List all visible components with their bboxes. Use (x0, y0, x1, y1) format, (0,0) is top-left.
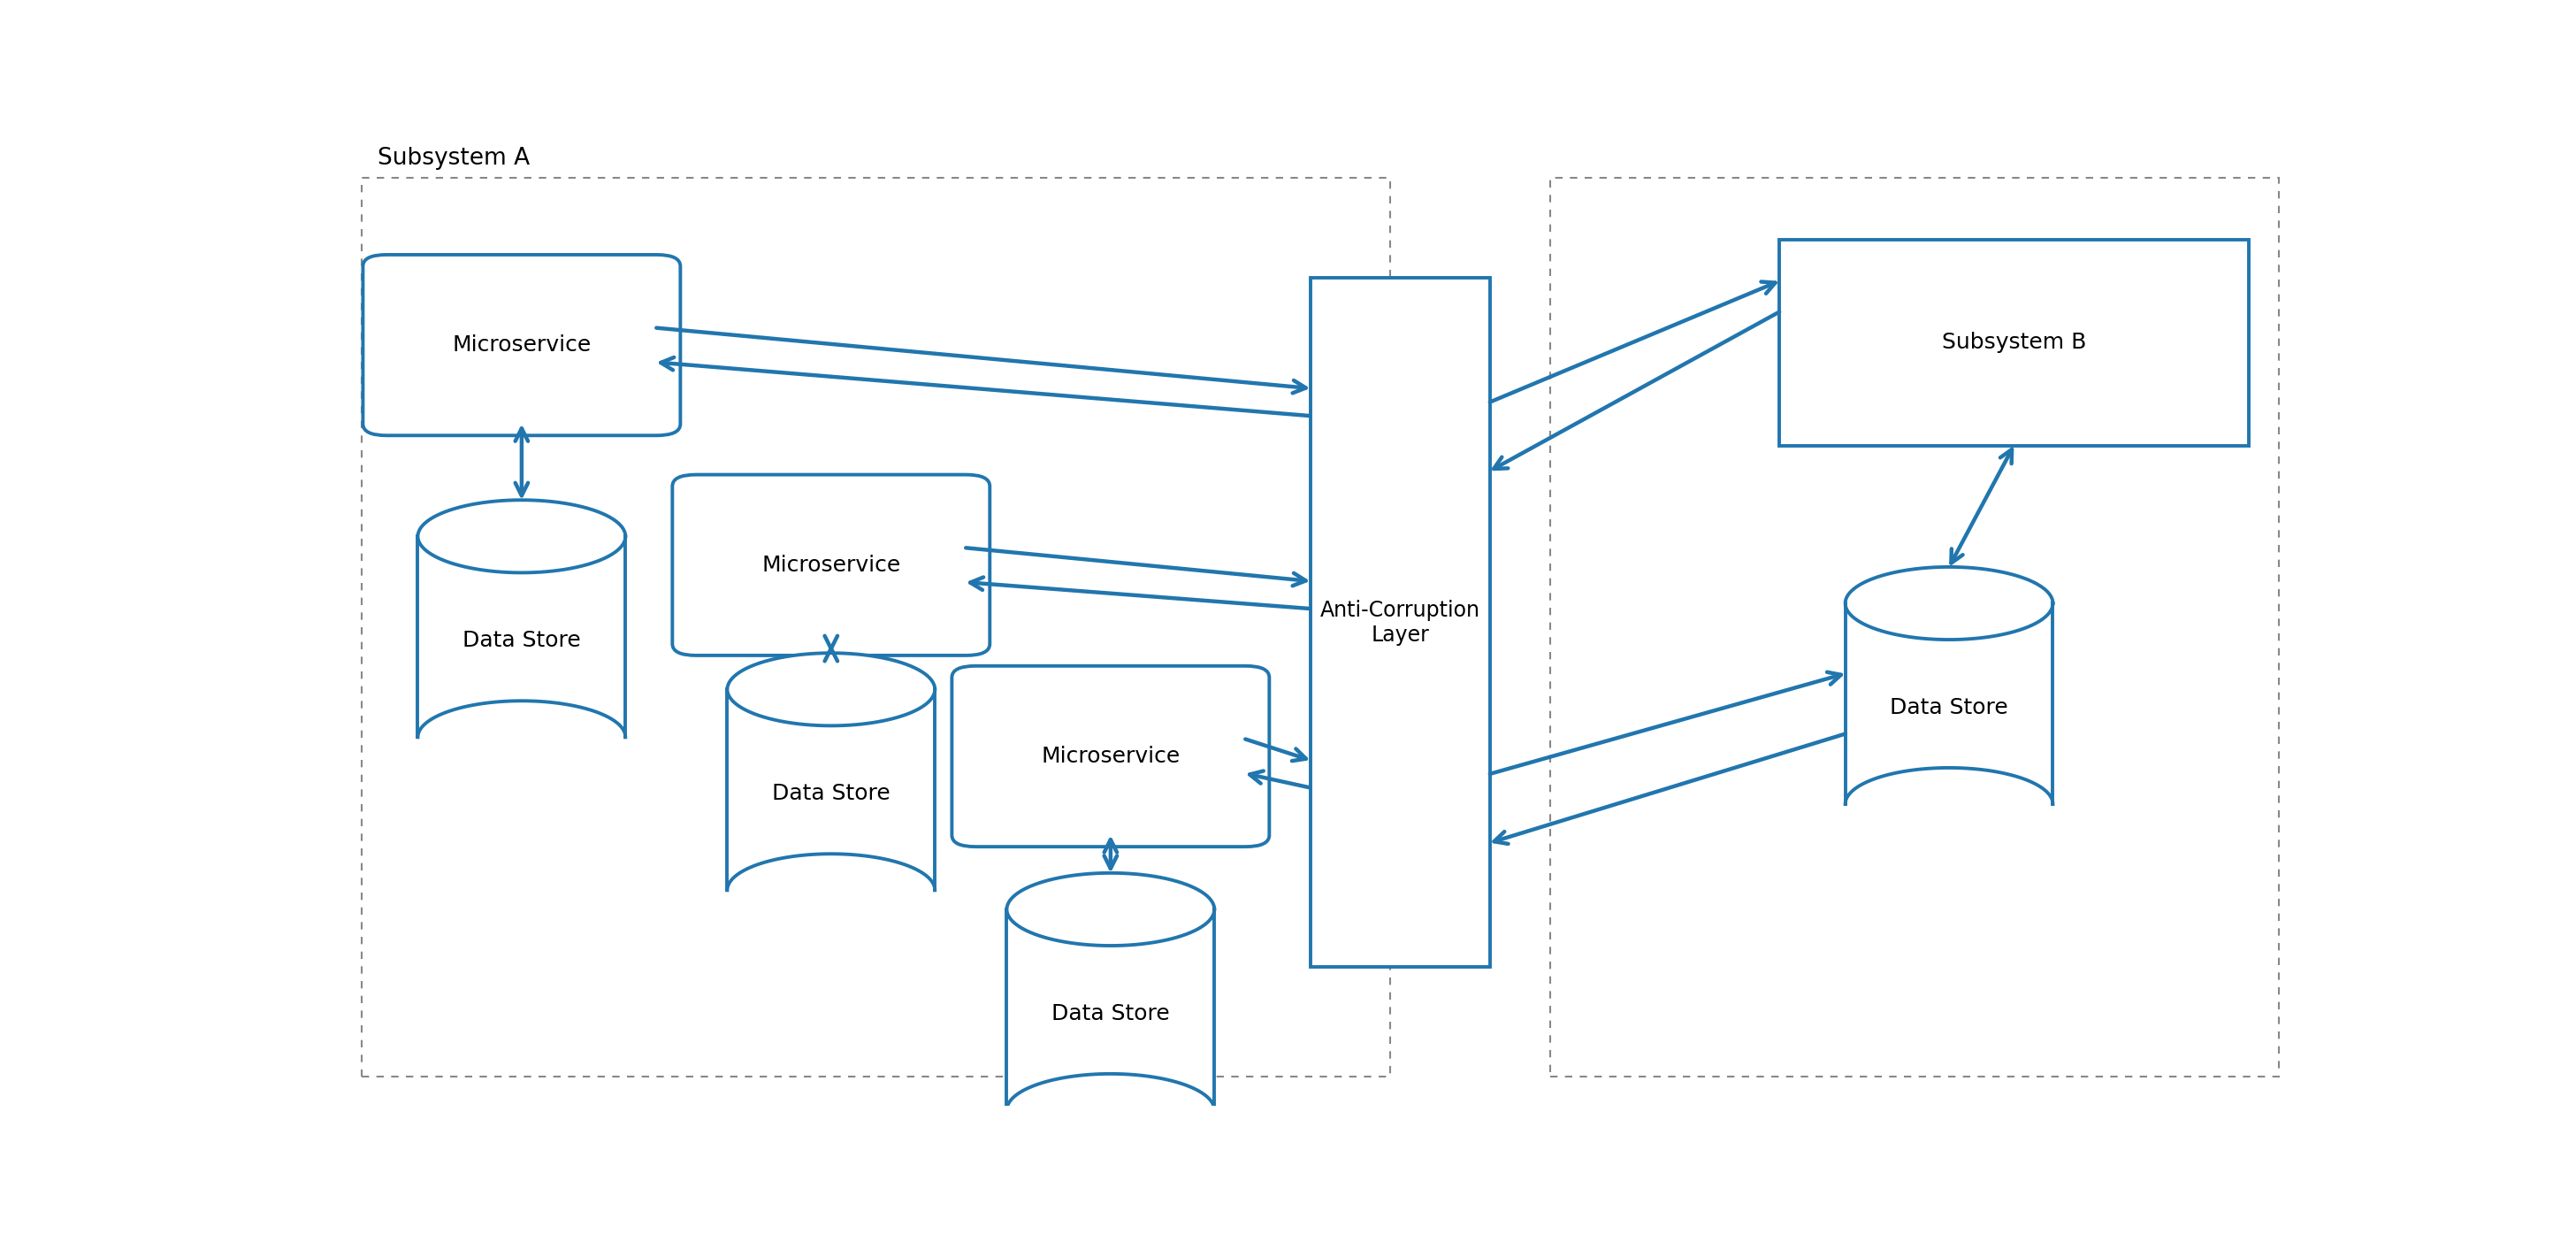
Polygon shape (726, 653, 935, 725)
FancyBboxPatch shape (672, 474, 989, 656)
Polygon shape (1007, 873, 1213, 945)
FancyBboxPatch shape (363, 255, 680, 436)
Polygon shape (417, 501, 626, 573)
Polygon shape (1844, 604, 2053, 804)
Text: Data Store: Data Store (1051, 1002, 1170, 1023)
Polygon shape (726, 689, 935, 891)
Polygon shape (1844, 566, 2053, 640)
Text: Data Store: Data Store (1891, 697, 2009, 718)
Polygon shape (1007, 909, 1213, 1110)
Text: Data Store: Data Store (773, 782, 891, 804)
Bar (1551, 178, 2280, 1077)
Bar (1311, 278, 1489, 966)
Text: Microservice: Microservice (762, 554, 902, 575)
Text: Microservice: Microservice (453, 334, 590, 355)
FancyBboxPatch shape (953, 666, 1270, 847)
Text: Data Store: Data Store (464, 630, 580, 651)
Text: Subsystem A: Subsystem A (379, 147, 531, 170)
Text: Subsystem B: Subsystem B (1942, 332, 2087, 353)
Bar (361, 178, 1391, 1077)
Text: Microservice: Microservice (1041, 745, 1180, 766)
Polygon shape (417, 537, 626, 738)
Text: Anti-Corruption
Layer: Anti-Corruption Layer (1319, 600, 1481, 646)
Bar (1780, 240, 2249, 446)
